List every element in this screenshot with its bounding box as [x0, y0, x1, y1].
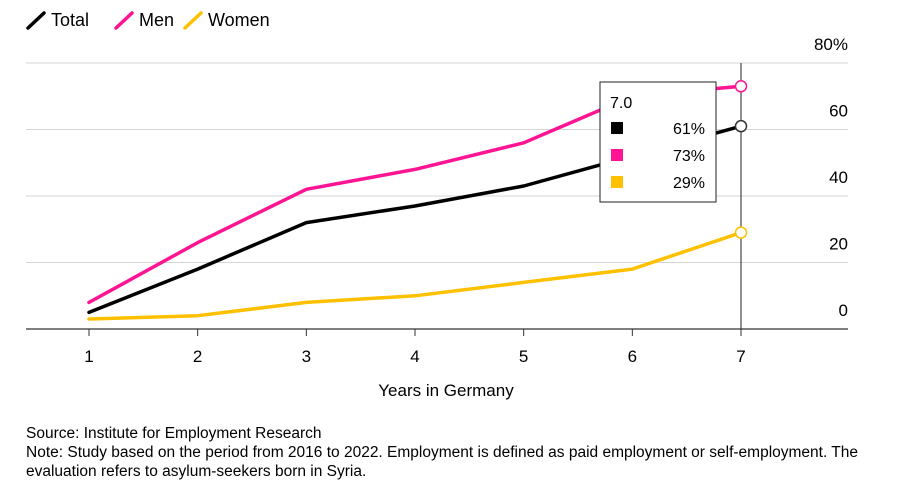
hover-marker-men	[734, 80, 748, 93]
legend-swatch-total	[26, 11, 46, 30]
x-tick-label: 7	[736, 347, 745, 366]
x-tick-label: 5	[519, 347, 528, 366]
tooltip-x-value: 7.0	[610, 95, 632, 112]
x-axis-label: Years in Germany	[378, 381, 514, 400]
tooltip: 7.0 61% 73% 29%	[599, 81, 717, 203]
chart-footer: Source: Institute for Employment Researc…	[26, 424, 886, 481]
legend-label-women: Women	[208, 10, 270, 30]
tooltip-swatch	[611, 149, 623, 161]
tooltip-swatch	[611, 176, 623, 188]
y-tick-label: 40	[829, 168, 848, 187]
line-chart: Total Men Women 0 20 40 60 80% 1 2 3 4 5 6 7 Years in…	[26, 10, 848, 400]
legend-swatch-women	[183, 11, 203, 30]
legend: Total Men Women	[26, 10, 270, 30]
x-tick-label: 1	[84, 347, 93, 366]
x-tick-label: 3	[302, 347, 311, 366]
y-tick-label: 60	[829, 102, 848, 121]
legend-label-total: Total	[51, 10, 89, 30]
x-tick-label: 6	[628, 347, 637, 366]
hover-marker-women	[734, 226, 748, 239]
y-tick-label: 0	[839, 301, 848, 320]
legend-label-men: Men	[139, 10, 174, 30]
y-tick-label: 80%	[814, 35, 848, 54]
tooltip-swatch	[611, 122, 623, 134]
y-tick-label: 20	[829, 235, 848, 254]
series-line-women	[87, 230, 743, 321]
hover-indicator	[734, 63, 748, 329]
tooltip-value: 29%	[673, 175, 705, 192]
source-note: Source: Institute for Employment Researc…	[26, 425, 322, 442]
study-note: Note: Study based on the period from 201…	[26, 444, 859, 480]
y-axis-ticks: 0 20 40 60 80%	[814, 35, 848, 320]
hover-marker-total	[734, 119, 748, 133]
x-axis: 1 2 3 4 5 6 7 Years in Germany	[84, 329, 746, 400]
x-tick-label: 2	[193, 347, 202, 366]
x-tick-label: 4	[410, 347, 419, 366]
tooltip-value: 73%	[673, 148, 705, 165]
legend-swatch-men	[114, 11, 134, 30]
tooltip-value: 61%	[673, 121, 705, 138]
